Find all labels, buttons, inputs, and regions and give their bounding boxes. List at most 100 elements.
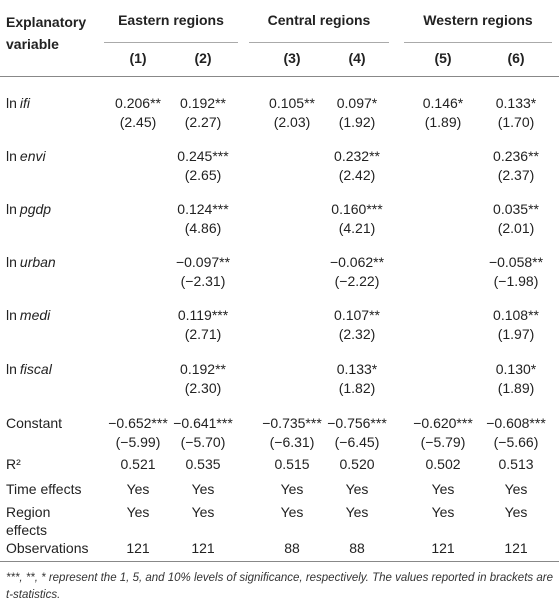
t-statistic: (2.01) (497, 220, 535, 236)
t-statistic: (4.86) (184, 220, 222, 236)
t-statistic: (1.92) (338, 114, 376, 130)
row-label: Constant (6, 415, 63, 431)
cell: Yes (126, 481, 150, 497)
row-label: ln fiscal (6, 360, 52, 378)
group-header: Central regions (267, 12, 371, 28)
cell: Yes (504, 504, 528, 520)
t-statistic: (2.03) (273, 114, 311, 130)
rule (0, 76, 559, 77)
ln-prefix: ln (6, 95, 17, 111)
coefficient: −0.641*** (173, 415, 233, 431)
variable-name: fiscal (19, 361, 52, 377)
row-label: R² (6, 456, 21, 472)
cell: 0.520 (339, 456, 375, 472)
coefficient: 0.236** (493, 148, 539, 164)
coefficient: 0.107** (334, 307, 380, 323)
group-header: Western regions (423, 12, 533, 28)
coefficient: 0.035** (493, 201, 539, 217)
rule (104, 42, 238, 43)
column-header: (2) (194, 50, 212, 66)
cell: 0.521 (120, 456, 156, 472)
column-header: (1) (129, 50, 147, 66)
coefficient: −0.756*** (327, 415, 387, 431)
t-statistic: (2.37) (497, 167, 535, 183)
rule (0, 561, 559, 562)
cell: 88 (284, 540, 300, 556)
t-statistic: (−5.66) (493, 434, 539, 450)
t-statistic: (2.45) (119, 114, 157, 130)
t-statistic: (1.89) (424, 114, 462, 130)
coefficient: 0.130* (495, 361, 537, 377)
cell: Yes (191, 481, 215, 497)
coefficient: −0.058** (488, 254, 544, 270)
cell: Yes (431, 481, 455, 497)
column-header: (6) (507, 50, 525, 66)
row-label: ln urban (6, 253, 56, 271)
cell: 121 (191, 540, 215, 556)
row-label: ln envi (6, 147, 46, 165)
coefficient: −0.735*** (262, 415, 322, 431)
ln-prefix: ln (6, 307, 17, 323)
cell: 121 (126, 540, 150, 556)
t-statistic: (2.42) (338, 167, 376, 183)
t-statistic: (2.71) (184, 326, 222, 342)
cell: 0.535 (185, 456, 221, 472)
coefficient: 0.133* (495, 95, 537, 111)
cell: Yes (191, 504, 215, 520)
coefficient: 0.097* (336, 95, 378, 111)
column-header: (5) (434, 50, 452, 66)
variable-name: pgdp (19, 201, 52, 217)
t-statistic: (−2.22) (334, 273, 380, 289)
cell: 0.502 (425, 456, 461, 472)
cell: Yes (431, 504, 455, 520)
cell: 121 (431, 540, 455, 556)
coefficient: 0.133* (336, 361, 378, 377)
group-header: Eastern regions (118, 12, 224, 28)
t-statistic: (−1.98) (493, 273, 539, 289)
cell: 121 (504, 540, 528, 556)
cell: Yes (280, 504, 304, 520)
header-label: Explanatory variable (6, 14, 87, 52)
coefficient: −0.062** (329, 254, 385, 270)
t-statistic: (1.89) (497, 380, 535, 396)
coefficient: −0.097** (175, 254, 231, 270)
t-statistic: (−5.99) (115, 434, 161, 450)
coefficient: 0.108** (493, 307, 539, 323)
cell: 0.513 (498, 456, 534, 472)
variable-name: envi (19, 148, 46, 164)
t-statistic: (2.30) (184, 380, 222, 396)
cell: Yes (280, 481, 304, 497)
cell: Yes (504, 481, 528, 497)
coefficient: 0.160*** (331, 201, 383, 217)
row-label: Region effects (6, 504, 51, 538)
column-header: (3) (283, 50, 301, 66)
variable-name: ifi (19, 95, 31, 111)
t-statistic: (−5.70) (180, 434, 226, 450)
t-statistic: (2.27) (184, 114, 222, 130)
cell: Yes (345, 504, 369, 520)
t-statistic: (2.65) (184, 167, 222, 183)
row-label: Time effects (6, 481, 82, 497)
t-statistic: (2.32) (338, 326, 376, 342)
row-label: Observations (6, 540, 89, 556)
coefficient: 0.146* (422, 95, 464, 111)
cell: Yes (345, 481, 369, 497)
coefficient: 0.206** (115, 95, 161, 111)
coefficient: 0.192** (180, 361, 226, 377)
coefficient: 0.245*** (177, 148, 229, 164)
row-label: ln ifi (6, 94, 30, 112)
rule (249, 42, 389, 43)
rule (404, 42, 552, 43)
t-statistic: (−6.45) (334, 434, 380, 450)
t-statistic: (−5.79) (420, 434, 466, 450)
table-note: ***, **, * represent the 1, 5, and 10% l… (6, 572, 553, 601)
coefficient: 0.105** (269, 95, 315, 111)
t-statistic: (1.82) (338, 380, 376, 396)
t-statistic: (−6.31) (269, 434, 315, 450)
coefficient: 0.124*** (177, 201, 229, 217)
t-statistic: (−2.31) (180, 273, 226, 289)
cell: 88 (349, 540, 365, 556)
coefficient: −0.652*** (108, 415, 168, 431)
t-statistic: (4.21) (338, 220, 376, 236)
